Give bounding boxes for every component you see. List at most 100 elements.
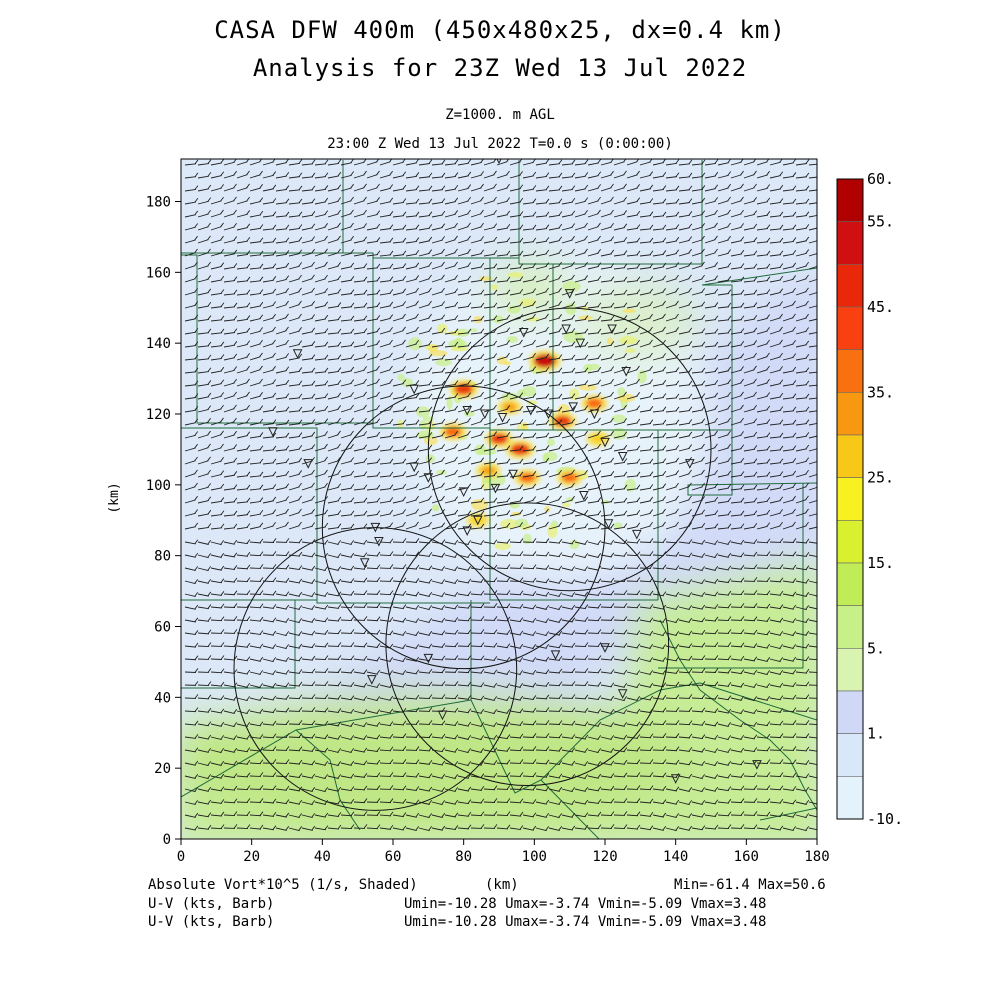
wind-barb (470, 775, 482, 779)
wind-barb (392, 369, 404, 374)
wind-barb (444, 749, 456, 753)
wind-barb-flag (779, 682, 784, 688)
vorticity-speckle-blob (619, 336, 638, 345)
wind-barb (730, 749, 742, 753)
wind-barb-flag (207, 591, 212, 597)
wind-barb (626, 462, 638, 465)
wind-barb (652, 304, 664, 309)
wind-barb-flag (792, 313, 796, 319)
wind-barb (678, 593, 690, 598)
wind-barb-flag (428, 605, 433, 610)
wind-barb-flag (675, 406, 680, 412)
wind-barb (184, 304, 196, 309)
wind-barb (704, 788, 716, 792)
wind-barb-flag (389, 326, 393, 332)
wind-barb-flag (714, 761, 719, 766)
wind-barb (769, 710, 781, 713)
wind-barb-flag (584, 380, 589, 385)
wind-barb (522, 567, 535, 570)
vorticity-speckle-blob (450, 346, 469, 352)
wind-barb (483, 514, 495, 517)
wind-barb-flag (363, 747, 368, 753)
wind-barb (262, 645, 274, 649)
wind-barb (197, 697, 209, 700)
wind-barb (522, 369, 534, 374)
wind-barb (457, 606, 469, 609)
wind-barb-flag (675, 224, 680, 229)
wind-barb (665, 330, 677, 335)
wind-barb-flag (740, 539, 745, 545)
wind-barb-flag (428, 707, 433, 712)
wind-barb (782, 175, 794, 179)
wind-barb-flag (545, 432, 550, 437)
wind-barb (366, 435, 378, 439)
wind-barb (392, 292, 404, 296)
wind-barb (639, 228, 651, 231)
wind-barb-flag (662, 604, 667, 610)
wind-barb (730, 697, 742, 701)
wind-barb (613, 619, 626, 622)
wind-barb (353, 306, 365, 309)
wind-barb (301, 736, 313, 739)
wind-barb-flag (337, 774, 342, 779)
wind-barb-flag (649, 159, 653, 163)
wind-barb-flag (623, 629, 628, 635)
wind-barb (353, 382, 365, 387)
wind-barb (483, 488, 495, 491)
wind-barb-flag (454, 774, 459, 779)
wind-barb (717, 541, 729, 546)
wind-barb (405, 710, 418, 713)
wind-barb-flag (701, 418, 706, 423)
wind-barb-flag (220, 565, 225, 571)
wind-barb (262, 215, 274, 218)
wind-barb-flag (714, 566, 719, 571)
wind-barb (197, 554, 209, 559)
wind-barb-flag (558, 508, 562, 514)
wind-barb (678, 580, 690, 584)
wind-barb-flag (220, 591, 225, 596)
wind-barb-flag (740, 497, 745, 503)
wind-barb (535, 775, 547, 778)
wind-barb (301, 202, 313, 205)
wind-barb-flag (207, 616, 212, 622)
field-shading (181, 159, 817, 839)
wind-barb (548, 252, 560, 257)
wind-barb-flag (324, 301, 329, 307)
wind-barb-flag (246, 196, 250, 202)
wind-barb-flag (727, 786, 732, 791)
wind-barb-flag (194, 185, 199, 190)
wind-barb (262, 304, 274, 309)
wind-barb (782, 189, 794, 192)
wind-barb-flag (480, 655, 485, 661)
wind-barb-flag (324, 747, 329, 753)
wind-barb (717, 382, 729, 387)
wind-barb-flag (688, 787, 693, 792)
wind-barb-flag (584, 707, 589, 713)
wind-barb (405, 580, 417, 584)
wind-barb (613, 306, 625, 309)
wind-barb (392, 161, 404, 166)
wind-barb (418, 473, 430, 478)
wind-barb (353, 775, 365, 778)
wind-barb-flag (324, 210, 329, 215)
wind-barb (288, 317, 300, 322)
wind-barb-flag (298, 681, 303, 687)
wind-barb-flag (389, 170, 393, 176)
wind-barb (470, 447, 482, 452)
wind-barb-flag (441, 223, 446, 228)
wind-barb-flag (350, 708, 355, 714)
wind-barb (496, 214, 508, 218)
wind-barb (496, 174, 508, 179)
wind-barb-flag (376, 603, 381, 608)
wind-barb-flag (285, 591, 290, 596)
wind-barb (574, 593, 586, 597)
wind-barb (288, 278, 300, 283)
wind-barb (548, 176, 560, 179)
wind-barb-flag (311, 579, 316, 584)
wind-barb (470, 749, 482, 753)
wind-barb (496, 697, 508, 702)
wind-barb (704, 305, 716, 309)
wind-barb-flag (259, 170, 263, 176)
wind-barb (457, 332, 469, 335)
wind-barb-flag (389, 551, 394, 556)
